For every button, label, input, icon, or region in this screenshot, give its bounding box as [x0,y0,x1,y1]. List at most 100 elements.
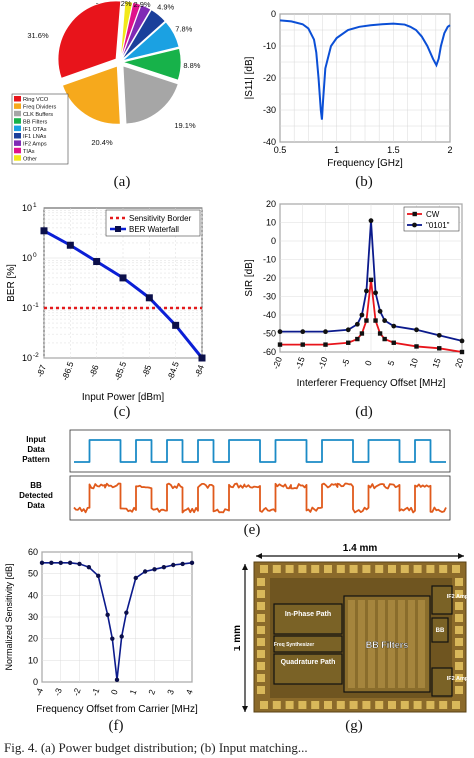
bond-pad [400,701,409,709]
y-tick-label: -30 [263,105,276,115]
sensitivity-marker [49,560,54,566]
freq-synth-label: Freq Synthesizer [274,642,314,648]
y-tick-label: 50 [28,569,38,579]
bond-pad [257,626,265,634]
bond-pad [455,686,463,694]
filter-capacitor [408,600,415,688]
bond-pad [349,701,358,709]
die-micrograph: 1.4 mm 1 mm In-Phase Path Freq Synthesizer Q… [232,543,471,713]
x-tick-label: -15 [293,355,307,370]
x-axis-label: Interferer Frequency Offset [MHz] [297,378,446,389]
y-tick-label: 10 [22,253,32,263]
x-tick-label: 0.5 [274,145,287,155]
if2-amps-top-block [431,585,453,615]
x-tick-label: 1.5 [387,145,400,155]
bond-pad [311,701,320,709]
bond-pad [413,701,422,709]
sir-marker [323,342,328,347]
x-tick-label: -1 [89,686,101,697]
bond-pad [375,701,384,709]
sir-marker [354,321,360,327]
sir-marker [368,277,374,283]
pie-legend-label: Other [23,156,37,162]
y-tick-label: 10 [266,218,276,228]
caption-c: (c) [113,404,131,420]
y-tick-label: 10 [22,303,32,313]
y-tick-exponent: -2 [33,352,39,359]
pie-legend-label: Ring VCO [23,97,49,103]
bond-pad [455,650,463,658]
figure-caption-text: Fig. 4. (a) Power budget distribution; (… [4,740,308,755]
y-tick-label: 40 [28,590,38,600]
ber-marker [40,227,48,235]
quadrature-path-label: Quadrature Path [281,659,336,666]
bond-pad [439,701,448,709]
x-axis-label: Frequency [GHz] [327,158,403,169]
y-tick-label: 0 [33,677,38,687]
pie-slice-bb-filters [121,47,182,81]
bond-pad [388,701,396,709]
pie-slice-freq-dividers [62,65,121,125]
pie-value-label: 8.8% [183,61,200,70]
power-pie-chart: 2.1%2.2%2.9%4.9%7.8%8.8%19.1%20.4%31.6%R… [11,0,201,165]
sir-legend-box [403,206,460,232]
y-tick-label: -20 [263,273,276,283]
x-tick-label: -3 [52,686,64,697]
bond-pad [455,614,463,622]
x-tick-label: 2 [447,145,452,155]
quadrature-path-block [273,653,343,685]
x-tick-label: 2 [146,688,157,696]
sir-marker [391,340,396,345]
bond-pad [257,614,265,622]
ber-marker [145,294,153,302]
sir-marker [382,318,388,323]
sir-marker [414,344,419,349]
x-tick-label: -86 [87,363,101,378]
bond-pad [362,565,371,573]
bond-pad [349,565,358,573]
x-tick-label: -87 [34,363,48,378]
bond-pad [324,701,332,709]
y-tick-label: 10 [22,203,32,213]
bond-pad [455,638,463,646]
bond-pad [455,590,463,598]
waveform-label: Pattern [22,455,50,464]
bond-pad [257,650,265,658]
freq-synth-block [273,635,343,653]
pie-legend-swatch [14,110,21,117]
y-tick-exponent: -1 [33,302,39,309]
bb-block [431,617,449,643]
sensitivity-marker [58,560,63,566]
bond-pad [311,565,320,573]
in-phase-path-block [273,603,343,635]
sir-marker [377,331,383,336]
x-tick-label: -5 [339,357,351,368]
bond-pad [336,565,345,573]
sir-marker [364,288,369,294]
x-tick-label: -20 [270,355,284,370]
waveform-label: Detected [19,491,53,500]
y-tick-label: -20 [263,73,276,83]
pie-legend-label: BB Filters [23,119,47,125]
bond-pad [285,701,294,709]
sir-marker [459,338,465,344]
sir-marker [436,332,442,338]
x-tick-label: 3 [165,688,176,696]
y-tick-exponent: 1 [33,202,37,209]
y-tick-label: 10 [28,655,38,665]
x-tick-label: -85 [140,363,154,378]
bond-pad [257,590,265,598]
x-tick-label: -2 [71,686,83,697]
x-axis-label: Frequency Offset from Carrier [MHz] [36,704,198,714]
sensitivity-marker [96,573,101,579]
bond-pad [285,565,294,573]
sir-marker [382,336,387,342]
sir-marker [359,312,365,318]
bond-pad [260,701,268,709]
bond-pad [257,662,265,670]
sir-marker [368,218,374,224]
legend-label: Sensitivity Border [129,214,192,223]
x-tick-label: -84.5 [165,360,181,382]
bond-pad [455,602,463,610]
pie-slice-if1-otas [122,21,180,61]
